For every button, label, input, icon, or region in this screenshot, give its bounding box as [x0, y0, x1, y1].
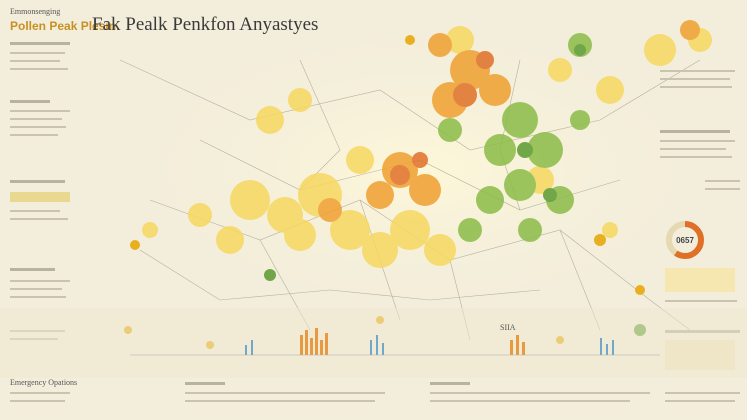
- gauge-label: 0657: [676, 236, 694, 245]
- gauge: 0657: [666, 221, 704, 259]
- pollen-clusters: [142, 20, 712, 336]
- footer: Emergency Opations: [10, 378, 740, 402]
- mini-charts: SIIA: [0, 308, 747, 378]
- title: Fak Pealk Penkfon Anyastyes: [92, 14, 318, 35]
- subtitle: Pollen Peak Plesin: [10, 19, 116, 33]
- glow: [120, 20, 720, 320]
- chart-label: SIIA: [500, 323, 516, 332]
- footer-heading: Emergency Opations: [10, 378, 77, 387]
- kicker: Emmonsenging: [10, 7, 60, 16]
